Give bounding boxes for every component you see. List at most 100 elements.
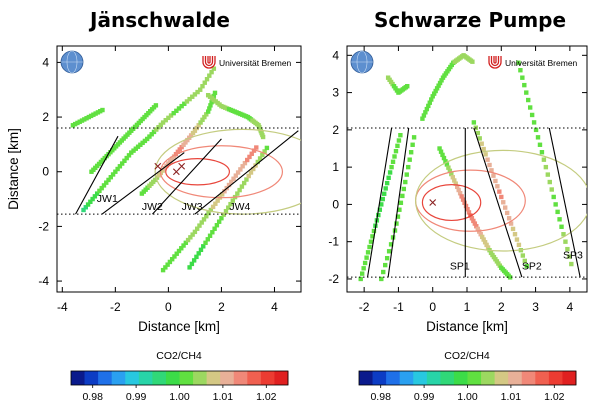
source-marker — [154, 162, 162, 170]
data-point — [94, 191, 100, 196]
data-point — [446, 165, 451, 170]
data-point — [70, 123, 76, 128]
university-logo: Universität Bremen — [488, 56, 578, 69]
data-point — [160, 267, 166, 273]
source-marker — [429, 199, 437, 206]
data-point — [207, 106, 212, 111]
data-point — [524, 263, 529, 269]
data-point — [152, 177, 158, 183]
data-point — [387, 170, 393, 175]
data-point — [230, 198, 236, 203]
data-point — [361, 266, 366, 271]
data-point — [246, 173, 251, 179]
data-point — [88, 199, 93, 204]
data-point — [453, 181, 458, 186]
data-point — [226, 205, 231, 210]
data-point — [512, 232, 518, 237]
data-point — [162, 166, 167, 171]
data-point — [398, 200, 404, 206]
data-point — [205, 109, 211, 114]
data-point — [411, 135, 417, 140]
data-point — [183, 140, 188, 145]
colorbar-swatch — [111, 371, 126, 385]
data-point — [376, 212, 381, 218]
data-point — [135, 144, 141, 149]
y-tick-label: -4 — [38, 274, 49, 288]
colorbar-tick-label: 1.00 — [169, 391, 190, 403]
data-point — [543, 164, 549, 170]
data-point — [202, 114, 207, 120]
x-tick-label: 4 — [271, 300, 278, 314]
data-point — [535, 135, 541, 140]
x-tick-label: 2 — [498, 300, 505, 314]
data-point — [471, 120, 477, 125]
data-point — [450, 175, 455, 180]
logo-arc — [493, 56, 497, 64]
data-point — [491, 173, 496, 178]
data-point — [251, 166, 256, 172]
data-point — [129, 150, 134, 155]
data-point — [204, 112, 209, 117]
data-point — [200, 84, 205, 89]
x-tick-label: 0 — [165, 300, 172, 314]
transect-label: JW1 — [97, 193, 118, 205]
data-point — [569, 261, 574, 267]
data-point — [171, 154, 177, 159]
colorbar-title-left: CO2/CH4 — [156, 350, 202, 362]
data-point — [406, 164, 411, 170]
transect-line — [387, 127, 410, 278]
data-point — [229, 179, 234, 185]
data-point — [184, 99, 190, 104]
data-point — [95, 110, 101, 115]
data-point — [459, 194, 464, 199]
data-point — [168, 113, 174, 118]
data-point — [396, 138, 402, 143]
data-point — [192, 92, 198, 97]
logo-label: Universität Bremen — [505, 58, 578, 68]
data-point — [190, 130, 196, 136]
colorbar-tick-label: 0.98 — [82, 391, 103, 403]
source-marker — [172, 168, 180, 176]
data-point — [213, 201, 218, 206]
data-point — [501, 200, 506, 205]
data-point — [106, 177, 111, 183]
plume-ellipse — [165, 158, 230, 186]
data-point — [449, 171, 454, 177]
x-tick-label: 1 — [464, 300, 471, 314]
colorbar-tick-label: 1.00 — [457, 391, 478, 403]
data-point — [485, 157, 490, 162]
data-point — [460, 197, 466, 202]
data-point — [197, 223, 202, 228]
data-point — [397, 207, 402, 212]
data-point — [231, 176, 236, 181]
data-point — [439, 78, 444, 83]
logo-arc — [204, 56, 214, 67]
data-point — [465, 207, 470, 212]
data-point — [260, 152, 265, 158]
data-point — [483, 152, 488, 157]
data-point — [395, 143, 400, 149]
data-point — [383, 262, 388, 268]
data-point — [156, 125, 161, 130]
data-point — [192, 128, 198, 133]
data-point — [516, 60, 521, 65]
data-point — [194, 254, 199, 260]
data-point — [529, 112, 535, 118]
data-point — [482, 240, 488, 245]
colorbar-swatch — [138, 371, 153, 385]
colorbar-swatch — [260, 371, 275, 385]
data-point — [423, 110, 428, 115]
logo-arc — [488, 56, 502, 69]
data-point — [401, 186, 407, 192]
data-point — [142, 138, 148, 144]
transect-line — [473, 127, 523, 278]
data-point — [430, 94, 435, 99]
data-point — [389, 164, 394, 170]
plume-ellipse — [421, 184, 482, 222]
data-point — [166, 161, 171, 166]
data-point — [166, 115, 171, 121]
data-point — [553, 202, 558, 207]
data-point — [77, 119, 82, 124]
data-point — [510, 226, 516, 232]
data-point — [241, 180, 247, 186]
